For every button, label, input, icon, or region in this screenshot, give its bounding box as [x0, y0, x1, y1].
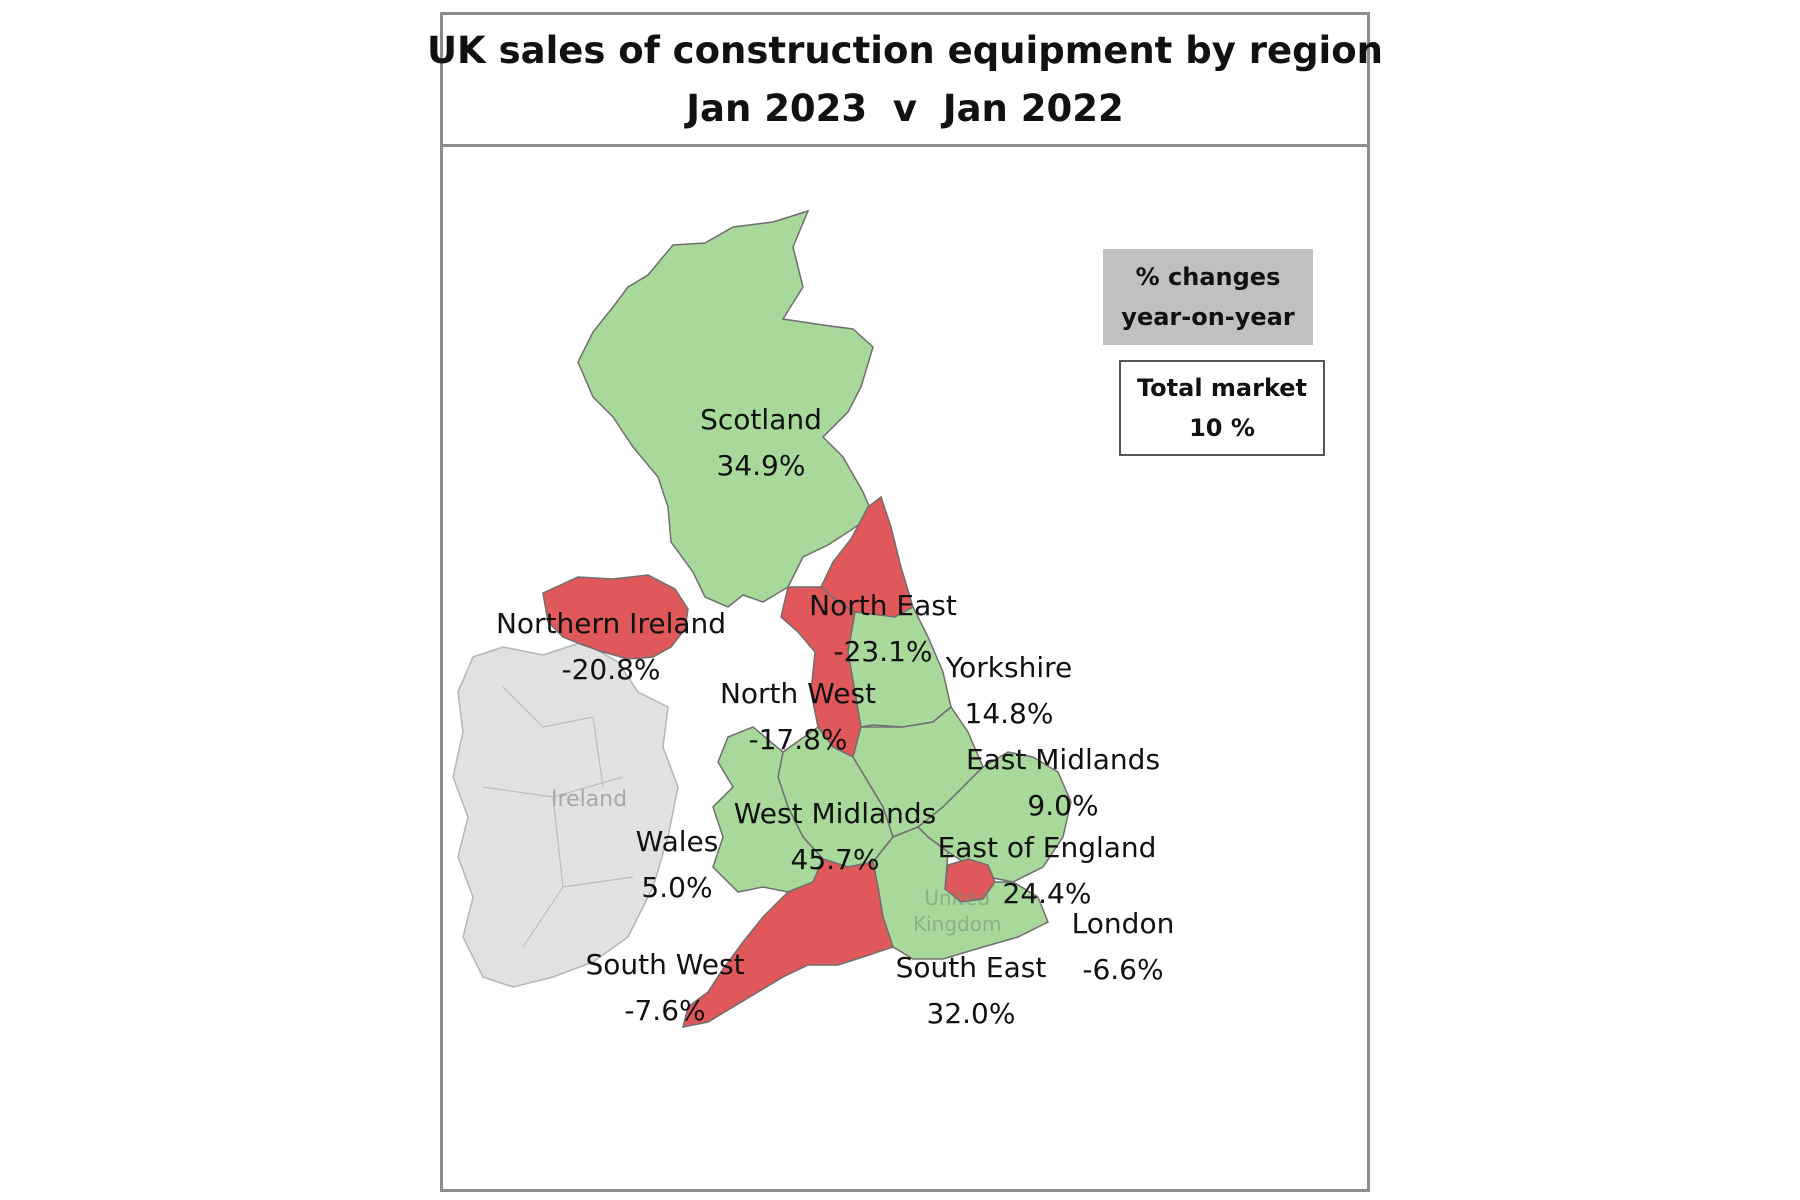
ireland-shape [452, 641, 679, 988]
label-north-west-name: North West [719, 677, 877, 710]
label-east-of-england-change: 24.4% [1002, 877, 1092, 910]
map-frame: UK sales of construction equipment by re… [427, 12, 1383, 1192]
label-east-midlands-name: East Midlands [965, 743, 1161, 776]
label-south-east: South East 32.0% [896, 945, 1047, 1037]
uk-watermark-line-2: Kingdom [913, 912, 1002, 936]
map-svg [452, 209, 1072, 1028]
label-east-midlands-change: 9.0% [1027, 789, 1099, 822]
ireland-map-label: Ireland [551, 787, 628, 812]
label-yorkshire: Yorkshire 14.8% [946, 645, 1072, 737]
label-west-midlands: West Midlands 45.7% [734, 791, 937, 883]
label-south-west-name: South West [585, 948, 745, 981]
label-north-west-change: -17.8% [748, 723, 848, 756]
label-wales: Wales 5.0% [636, 819, 719, 911]
label-north-east-change: -23.1% [833, 635, 933, 668]
legend-note-line-1: % changes [1135, 263, 1281, 291]
label-scotland-name: Scotland [700, 403, 822, 436]
label-west-midlands-change: 45.7% [790, 843, 880, 876]
label-south-west-change: -7.6% [624, 994, 706, 1027]
uk-watermark-line-1: United [924, 886, 991, 910]
ireland-county-borders [482, 686, 634, 948]
total-market-value: 10 % [1189, 414, 1255, 442]
label-scotland: Scotland 34.9% [700, 397, 822, 489]
label-london-change: -6.6% [1082, 953, 1164, 986]
label-northern-ireland-name: Northern Ireland [495, 607, 727, 640]
label-london-name: London [1071, 907, 1175, 940]
title-box: UK sales of construction equipment by re… [427, 15, 1383, 147]
label-south-east-change: 32.0% [926, 997, 1016, 1030]
label-west-midlands-name: West Midlands [733, 797, 937, 830]
label-north-west: North West -17.8% [720, 671, 876, 763]
label-london: London -6.6% [1072, 901, 1175, 993]
label-scotland-change: 34.9% [716, 449, 806, 482]
label-east-of-england: East of England 24.4% [938, 825, 1157, 917]
region-south-west [681, 858, 894, 1028]
label-yorkshire-change: 14.8% [964, 697, 1054, 730]
label-south-east-name: South East [895, 951, 1047, 984]
label-east-of-england-name: East of England [937, 831, 1157, 864]
label-northern-ireland: Northern Ireland -20.8% [496, 601, 726, 693]
label-wales-change: 5.0% [641, 871, 713, 904]
label-wales-name: Wales [635, 825, 719, 858]
legend-note: % changes year-on-year [1103, 249, 1313, 345]
label-northern-ireland-change: -20.8% [561, 653, 661, 686]
label-yorkshire-name: Yorkshire [945, 651, 1073, 684]
legend-note-line-2: year-on-year [1121, 303, 1295, 331]
label-south-west: South West -7.6% [585, 942, 744, 1034]
region-scotland [577, 209, 874, 608]
uk-region-map: Ireland United Kingdom % changes year-on… [443, 147, 1367, 1189]
region-northern-ireland [542, 574, 689, 660]
title-line-2: Jan 2023 v Jan 2022 [686, 86, 1124, 130]
total-market-label: Total market [1136, 374, 1308, 402]
uk-watermark: United Kingdom [913, 885, 1001, 937]
total-market-box: Total market 10 % [1119, 360, 1325, 456]
label-north-east-name: North East [809, 589, 957, 622]
label-north-east: North East -23.1% [809, 583, 957, 675]
title-line-1: UK sales of construction equipment by re… [427, 28, 1384, 72]
label-east-midlands: East Midlands 9.0% [966, 737, 1160, 829]
